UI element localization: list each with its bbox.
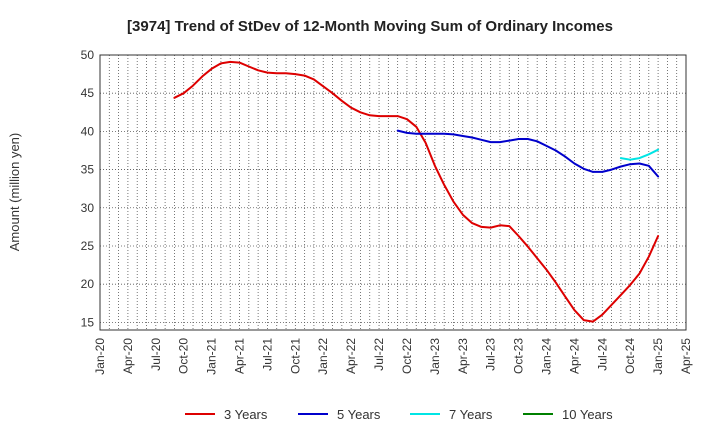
x-tick-label: Apr-25 — [679, 338, 693, 374]
x-tick-label: Jan-22 — [316, 338, 330, 375]
x-tick-label: Apr-22 — [344, 338, 358, 374]
plot-background — [100, 55, 686, 330]
x-tick-label: Jul-20 — [149, 338, 163, 371]
series-line-5-years — [396, 129, 660, 178]
x-tick-label: Oct-20 — [177, 338, 191, 374]
legend-label: 7 Years — [449, 407, 493, 422]
x-tick-label: Oct-21 — [288, 338, 302, 374]
x-tick-label: Apr-24 — [567, 338, 581, 374]
plot-frame — [99, 54, 687, 331]
legend-label: 10 Years — [562, 407, 613, 422]
x-tick-label: Apr-23 — [456, 338, 470, 374]
x-tick-label: Jan-21 — [205, 338, 219, 375]
x-tick-label: Oct-23 — [512, 338, 526, 374]
x-tick-label: Jan-24 — [539, 338, 553, 375]
x-tick-label: Oct-22 — [400, 338, 414, 374]
x-tick-label: Jan-20 — [93, 338, 107, 375]
y-tick-label: 25 — [81, 239, 95, 253]
y-axis-label: Amount (million yen) — [7, 133, 22, 252]
y-tick-label: 20 — [81, 277, 95, 291]
legend: 3 Years 5 Years 7 Years 10 Years — [185, 407, 613, 422]
x-tick-label: Oct-24 — [623, 338, 637, 374]
x-tick-label: Jul-24 — [595, 338, 609, 371]
series-line-3-years — [173, 60, 660, 323]
y-tick-label: 35 — [81, 163, 95, 177]
x-tick-label: Jul-21 — [260, 338, 274, 371]
y-tick-label: 45 — [81, 86, 95, 100]
x-tick-label: Jan-25 — [651, 338, 665, 375]
y-tick-label: 50 — [81, 48, 95, 62]
legend-label: 5 Years — [337, 407, 381, 422]
series-line-7-years — [619, 148, 660, 161]
x-tick-label: Jul-23 — [484, 338, 498, 371]
x-tick-label: Jan-23 — [428, 338, 442, 375]
x-tick-label: Apr-21 — [233, 338, 247, 374]
x-tick-label: Apr-20 — [121, 338, 135, 374]
y-tick-label: 30 — [81, 201, 95, 215]
x-tick-label: Jul-22 — [372, 338, 386, 371]
legend-label: 3 Years — [224, 407, 268, 422]
chart-title: [3974] Trend of StDev of 12-Month Moving… — [127, 18, 613, 35]
plot-area: 15 20 25 30 35 40 45 50 Jan-20 Apr-20 Jul-20 Oct-20… — [81, 48, 693, 375]
y-tick-label: 40 — [81, 124, 95, 138]
y-tick-label: 15 — [81, 315, 95, 329]
